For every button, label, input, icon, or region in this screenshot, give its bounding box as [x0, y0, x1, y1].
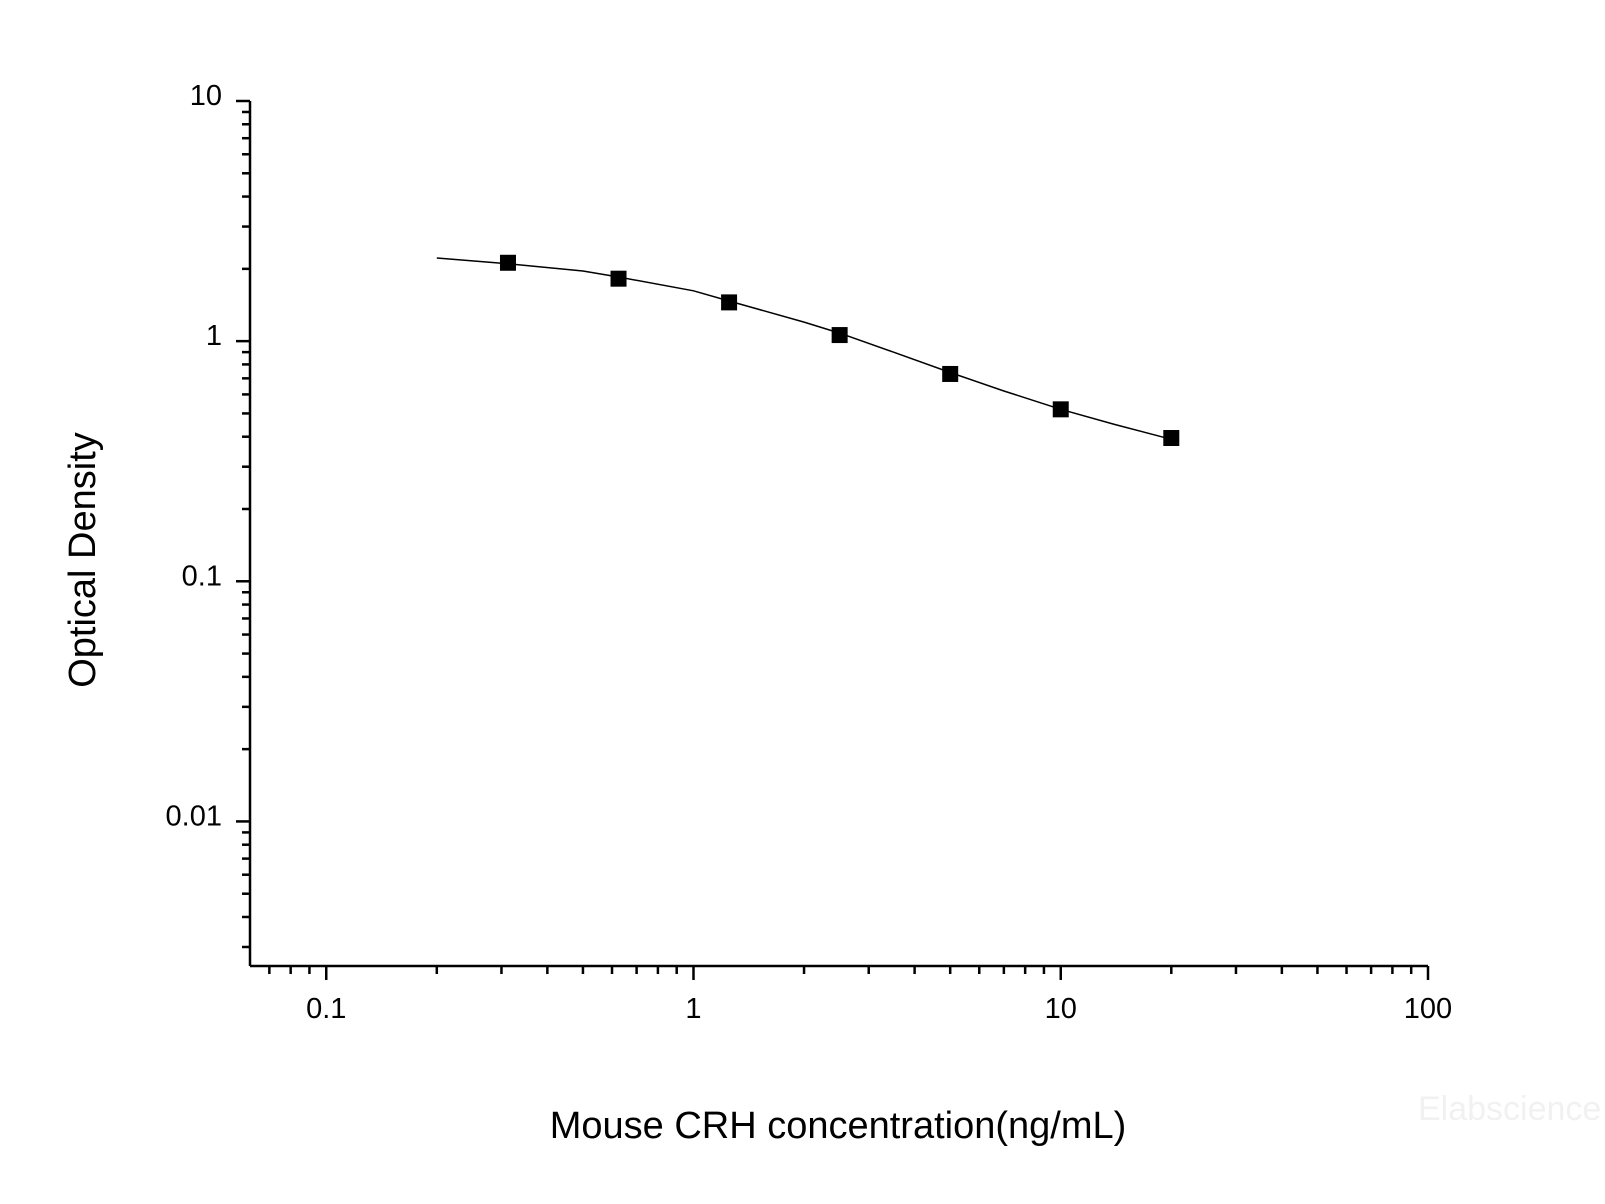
y-tick-label: 0.01	[166, 800, 222, 832]
fit-curve	[436, 257, 1172, 441]
fit-curve-line	[436, 257, 1172, 441]
data-point	[610, 270, 627, 287]
x-tick-label: 10	[1045, 993, 1077, 1025]
y-axis-title: Optical Density	[62, 432, 104, 688]
watermark-text: Elabscience	[1418, 1090, 1601, 1128]
x-axis-title: Mouse CRH concentration(ng/mL)	[550, 1105, 1127, 1147]
data-point	[1052, 401, 1069, 418]
x-tick-label: 100	[1404, 993, 1452, 1025]
y-tick-label: 0.1	[182, 560, 222, 592]
data-point	[1163, 430, 1180, 447]
ticks: 0.1 1 10 100 0.01 0.1 1 10	[166, 80, 1453, 1025]
data-point	[499, 254, 516, 271]
data-point	[721, 294, 738, 311]
data-point	[831, 327, 848, 344]
x-tick-label: 1	[685, 993, 701, 1025]
y-tick-label: 1	[206, 320, 222, 352]
y-tick-label: 10	[190, 80, 222, 112]
axes	[248, 101, 1428, 968]
data-points	[499, 254, 1180, 447]
x-tick-label: 0.1	[306, 993, 346, 1025]
data-point	[942, 365, 959, 382]
